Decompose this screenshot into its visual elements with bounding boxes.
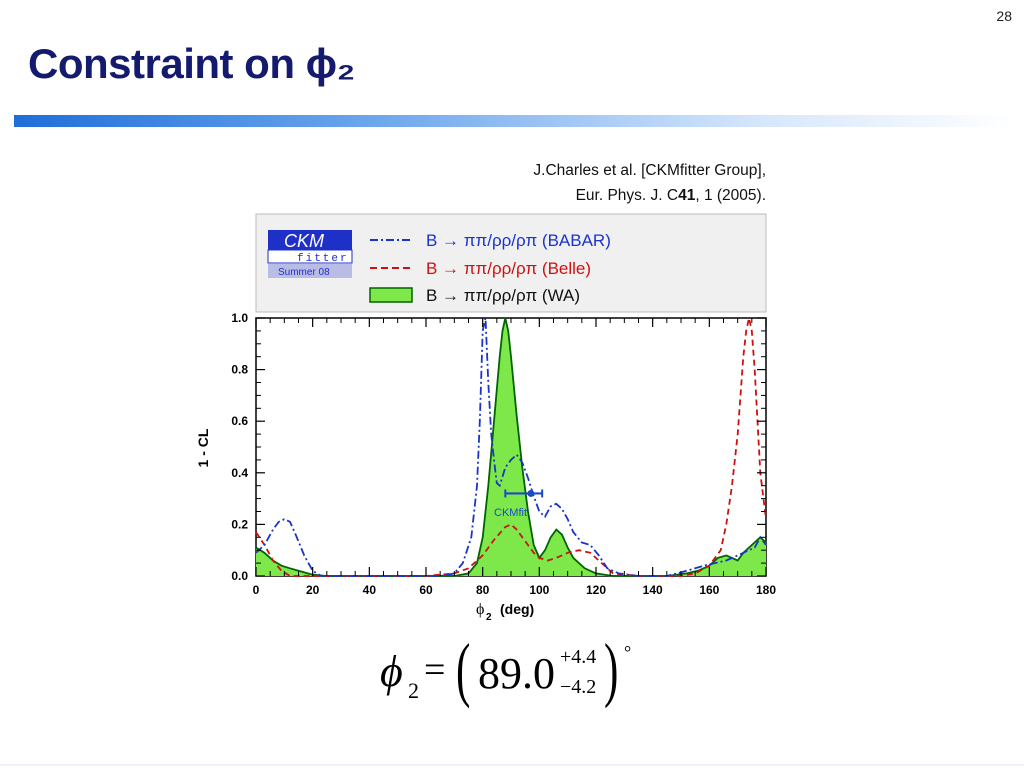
formula-equals: = [424,649,446,691]
x-tick-label: 60 [419,583,433,597]
title-underline-bar [14,115,1014,127]
ckmfitter-logo-mid [267,249,353,264]
citation-pages: , 1 (2005). [695,187,766,204]
annotation-layer: CKMfit [494,489,544,519]
x-tick-label: 20 [306,583,320,597]
page-number: 28 [996,8,1012,24]
formula-plus-error: +4.4 [560,646,597,668]
x-tick-label: 120 [586,583,606,597]
series-wa-area [256,318,766,576]
y-axis-title: 1 - CL [195,428,211,467]
y-tick-label: 0.8 [231,363,248,377]
axis-layer: 0 20 40 60 80 100 120 140 160 180 0.0 0.2 0.4 0.6 0.8 1… [231,311,776,597]
formula-left-paren: ( [456,629,471,709]
y-tick-label: 1.0 [231,311,248,325]
formula-degree-unit: ° [624,642,632,662]
phi2-result-formula: ϕ 2 = ( 89.0 +4.4 −4.2 ) ° [380,629,640,710]
formula-subscript: 2 [408,678,419,703]
legend-belle-label: B → ππ/ρρ/ρπ (Belle) [426,259,591,278]
y-tick-label: 0.4 [231,466,248,480]
slide-title: Constraint on ϕ₂ [28,40,355,87]
legend-babar-label: B → ππ/ρρ/ρπ (BABAR) [426,231,611,250]
ckmfit-annotation: CKMfit [494,507,527,519]
ckmfitter-logo-ckm: CKM [284,231,324,251]
ckmfitter-logo-bottom [268,264,352,278]
x-tick-label: 40 [363,583,377,597]
formula-minus-error: −4.2 [560,676,597,698]
x-tick-label: 0 [253,583,260,597]
citation-journal: Eur. Phys. J. C [575,187,679,204]
formula-central-value: 89.0 [478,649,555,698]
x-tick-label: 180 [756,583,776,597]
ckmfitter-logo-season: Summer 08 [278,267,330,278]
x-tick-label: 80 [476,583,490,597]
formula-right-paren: ) [604,629,619,709]
footer-line [0,764,1024,766]
x-tick-label: 100 [529,583,549,597]
citation-line-2: Eur. Phys. J. C41, 1 (2005). [533,183,766,208]
citation-volume: 41 [678,187,696,204]
legend-wa-swatch [369,287,413,303]
ckmfitter-logo-fitter: fitter [297,253,349,265]
series-babar-line [255,317,767,577]
citation-line-1: J.Charles et al. [CKMfitter Group], [533,162,766,179]
ckmfit-central-point [527,489,535,497]
x-tick-label: 140 [643,583,663,597]
formula-symbol: ϕ [380,647,403,696]
ckmfitter-logo-top [268,230,352,250]
x-axis-title-subscript: 2 [486,612,492,623]
series-layer [255,317,767,577]
x-tick-label: 160 [699,583,719,597]
y-tick-label: 0.0 [231,569,248,583]
legend-wa-label: B → ππ/ρρ/ρπ (WA) [426,286,580,305]
x-axis-title-unit: (deg) [500,601,534,617]
x-axis-title-symbol: ϕ [476,601,484,618]
citation: J.Charles et al. [CKMfitter Group], Eur.… [533,158,766,208]
y-tick-label: 0.6 [231,414,248,428]
ckmfitter-phi2-chart: CKM fitter Summer 08 B → ππ/ρρ/ρπ (BABAR… [195,213,776,623]
y-tick-label: 0.2 [231,517,248,531]
